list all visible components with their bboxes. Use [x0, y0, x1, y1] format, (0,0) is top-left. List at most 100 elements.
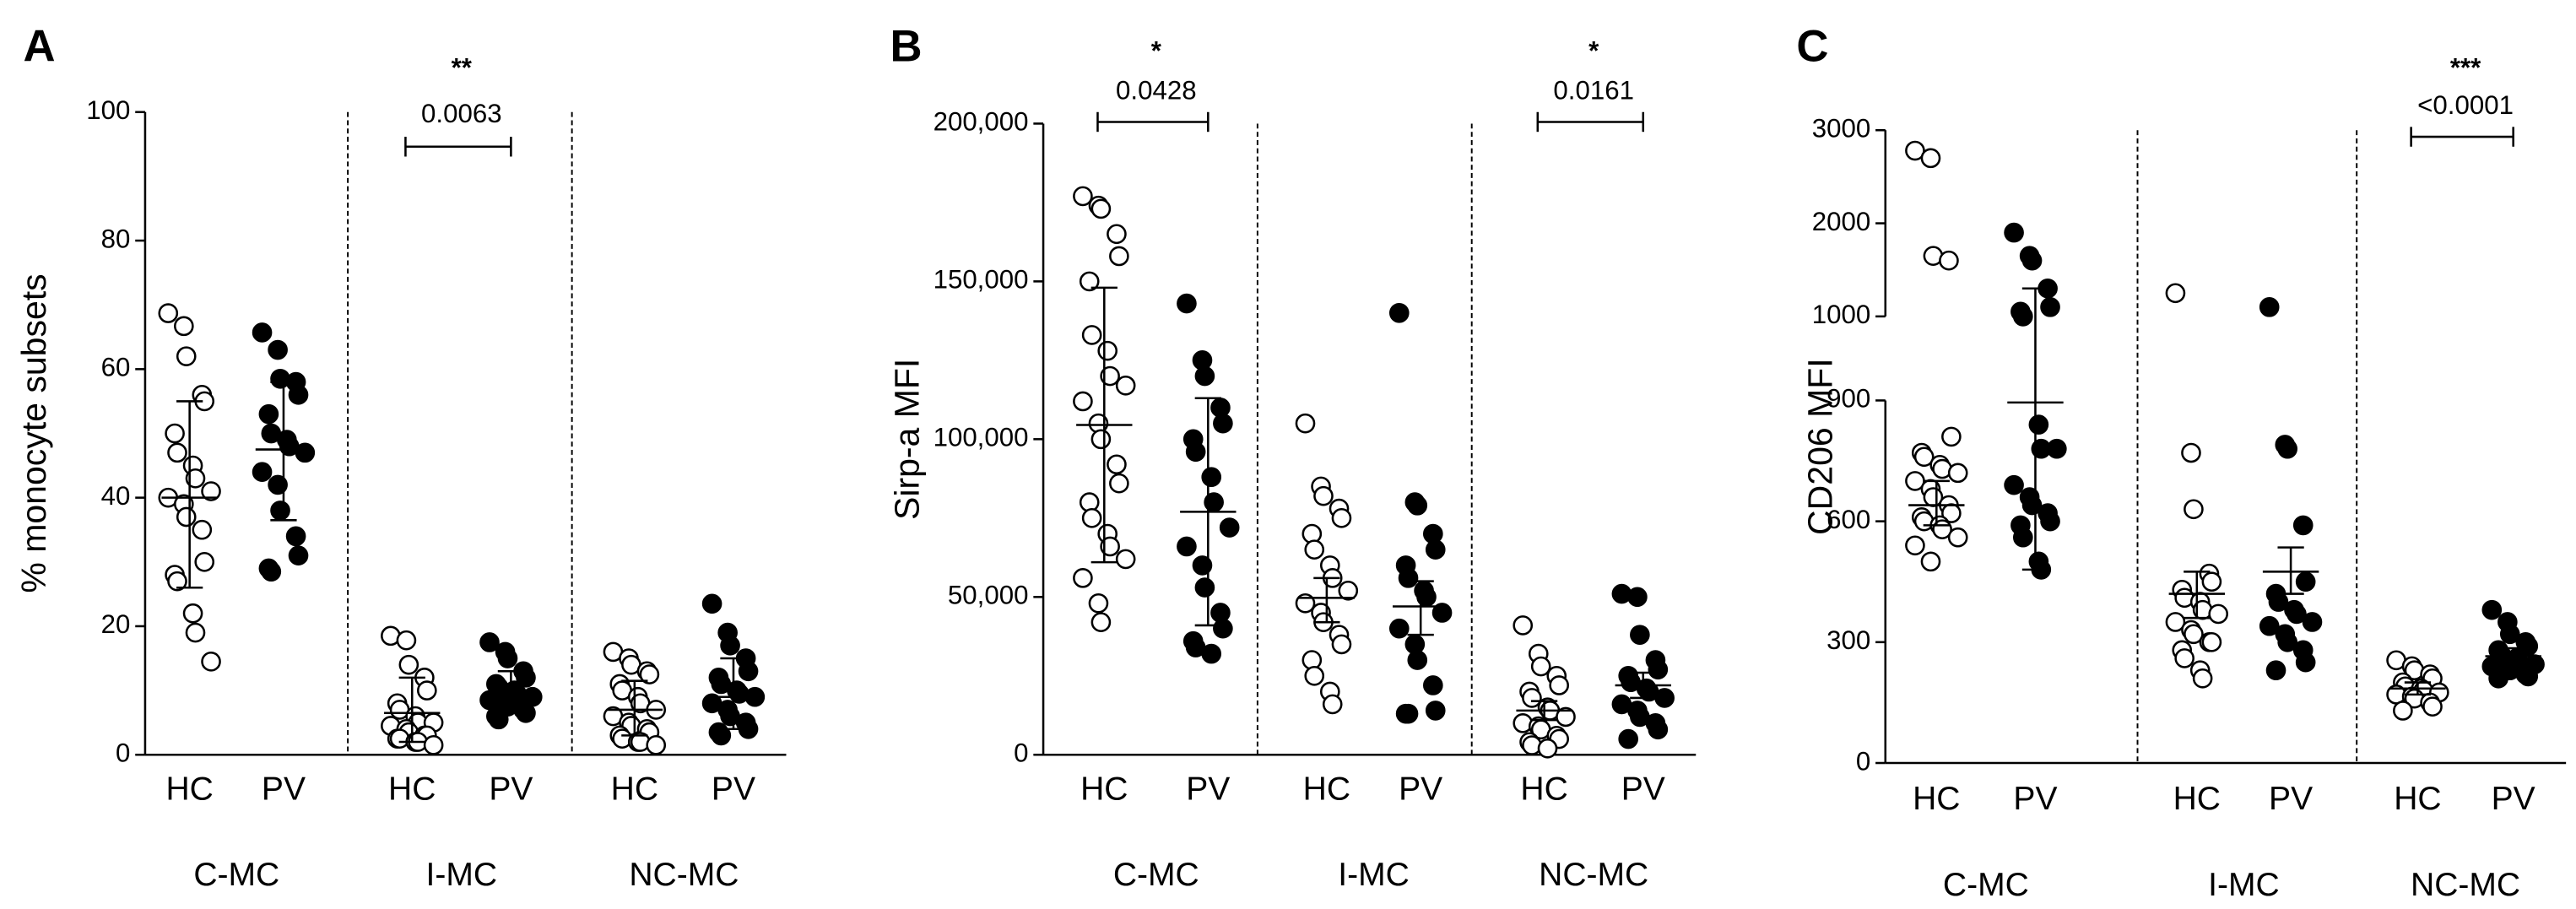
data-point: [1313, 485, 1334, 506]
data-point: [2295, 571, 2316, 592]
data-point: [2021, 495, 2043, 516]
data-point: [1388, 618, 1410, 639]
data-point: [2192, 668, 2213, 689]
data-point: [2295, 652, 2316, 673]
x-tick-label: HC: [1080, 771, 1128, 808]
panel-label: C: [1796, 21, 1828, 71]
data-point: [1185, 441, 1206, 463]
data-point: [2201, 632, 2222, 652]
data-point: [1192, 555, 1213, 576]
x-tick-label: PV: [2492, 781, 2535, 817]
significance: **: [452, 52, 473, 82]
data-point: [2165, 283, 2186, 304]
data-point: [1398, 703, 1419, 724]
data-point: [2181, 442, 2201, 463]
y-tick-label: 900: [1826, 384, 1870, 414]
data-point: [1648, 719, 1669, 740]
significance: *: [1151, 36, 1162, 66]
data-point: [639, 664, 660, 684]
data-point: [2013, 306, 2033, 327]
data-point: [1107, 454, 1127, 475]
data-point: [167, 571, 187, 592]
data-point: [1073, 186, 1093, 207]
data-point: [1100, 536, 1120, 557]
x-tick-label: HC: [165, 771, 213, 808]
data-point: [270, 500, 290, 521]
x-tick-label: PV: [712, 771, 755, 808]
data-point: [2292, 515, 2314, 536]
y-tick-label: 20: [101, 609, 131, 639]
data-point: [2302, 612, 2323, 632]
data-point: [1213, 618, 1233, 639]
y-tick-label: 0: [116, 738, 130, 767]
subset-label: C-MC: [193, 857, 279, 893]
panel-label: A: [23, 21, 55, 71]
data-point: [479, 632, 500, 652]
data-point: [2201, 571, 2222, 592]
data-point: [497, 648, 518, 668]
data-point: [396, 630, 417, 651]
data-point: [1920, 551, 1941, 572]
y-tick-label: 150,000: [934, 265, 1029, 295]
data-point: [176, 506, 197, 528]
x-tick-label: HC: [388, 771, 436, 808]
y-tick-label: 100,000: [934, 423, 1029, 452]
data-point: [1947, 463, 1968, 484]
panel-label: B: [890, 21, 922, 71]
data-point: [1073, 391, 1093, 412]
x-tick-label: PV: [1399, 771, 1442, 808]
data-point: [1100, 365, 1120, 387]
data-point: [1537, 738, 1558, 759]
data-point: [1522, 688, 1542, 708]
data-point: [516, 668, 536, 688]
data-point: [1090, 198, 1112, 219]
data-point: [1201, 643, 1222, 664]
data-point: [2040, 511, 2060, 532]
subset-label: I-MC: [1338, 857, 1410, 893]
data-point: [165, 423, 185, 444]
data-point: [1109, 246, 1129, 267]
x-tick-label: PV: [489, 771, 533, 808]
y-tick-label: 2000: [1812, 207, 1870, 236]
data-point: [2277, 438, 2298, 459]
data-point: [1109, 473, 1129, 494]
data-point: [1530, 656, 1551, 677]
data-point: [1081, 508, 1102, 528]
data-point: [2040, 297, 2060, 317]
data-point: [1513, 615, 1534, 636]
data-point: [158, 303, 179, 323]
data-point: [2013, 527, 2033, 548]
data-point: [1431, 603, 1453, 623]
subset-label: NC-MC: [2411, 867, 2520, 903]
y-tick-label: 0: [1856, 746, 1870, 776]
data-point: [2265, 660, 2286, 681]
data-point: [185, 468, 206, 489]
p-value: 0.0428: [1116, 76, 1197, 106]
data-point: [1177, 293, 1197, 314]
p-value: 0.0161: [1553, 76, 1634, 106]
data-point: [1331, 634, 1352, 655]
data-point: [1654, 688, 1675, 708]
x-tick-label: PV: [1186, 771, 1230, 808]
data-point: [1407, 495, 1428, 516]
data-point: [1425, 701, 1446, 721]
y-axis-label: % monocyte subsets: [14, 273, 53, 592]
data-point: [2277, 632, 2298, 652]
data-point: [2518, 666, 2539, 687]
data-point: [1407, 650, 1428, 670]
y-axis-label: Sirp-a MFI: [888, 359, 927, 520]
data-point: [1425, 539, 1446, 560]
data-point: [2047, 438, 2067, 459]
data-point: [1398, 568, 1419, 588]
data-point: [1088, 592, 1109, 614]
data-point: [2004, 222, 2024, 243]
data-point: [1322, 694, 1343, 715]
y-tick-label: 0: [1014, 738, 1028, 767]
data-point: [1549, 675, 1569, 695]
data-point: [268, 339, 288, 360]
data-point: [261, 561, 282, 582]
x-tick-label: HC: [1913, 781, 1960, 817]
y-tick-label: 60: [101, 353, 131, 382]
y-tick-label: 600: [1826, 505, 1870, 534]
